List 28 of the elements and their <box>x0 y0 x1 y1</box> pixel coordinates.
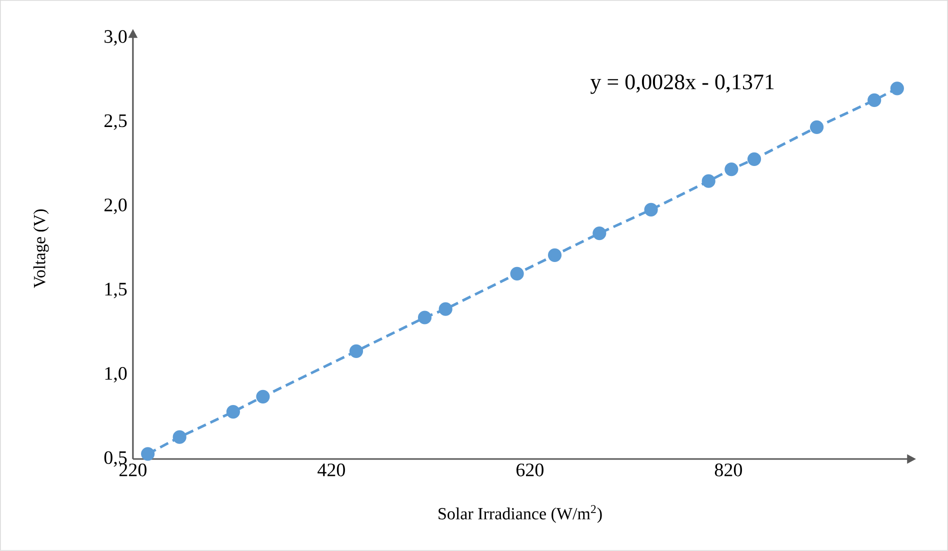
point <box>890 82 904 96</box>
point <box>141 447 155 461</box>
x-axis-title: Solar Irradiance (W/m$^{2}$) <box>438 505 602 523</box>
y-tick-label: 1,5 <box>105 282 127 298</box>
x-tick-label: 820 <box>714 464 742 476</box>
y-tick-label: 2,5 <box>104 114 127 130</box>
y-tick-label: 2,0 <box>104 198 127 214</box>
y-tick-label: 3,0 <box>104 30 127 46</box>
point <box>644 202 658 217</box>
x-tick-label: 620 <box>516 464 544 476</box>
point <box>438 302 452 316</box>
y-axis-title: Voltage (V) <box>33 209 49 288</box>
point <box>592 226 606 240</box>
x-tick-label: 420 <box>318 464 345 476</box>
point <box>702 174 716 188</box>
point <box>349 344 364 358</box>
annotation: y = 0,0028x - 0,1371 <box>590 74 774 94</box>
point <box>868 93 882 108</box>
point <box>724 162 738 176</box>
point <box>510 266 524 281</box>
point <box>810 120 824 134</box>
point <box>747 152 762 166</box>
point <box>418 310 432 324</box>
point <box>226 405 240 419</box>
point <box>256 390 270 404</box>
y-tick-label: 1,0 <box>105 367 127 383</box>
point <box>172 430 186 444</box>
point <box>548 248 562 262</box>
